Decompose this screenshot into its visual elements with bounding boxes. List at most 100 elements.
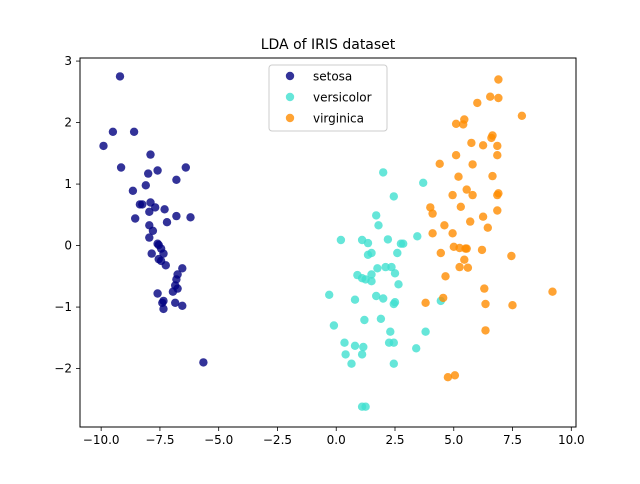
x-tick-label: 0.0 (327, 433, 346, 447)
y-tick-label: 2 (64, 116, 72, 130)
data-point-virginica (462, 185, 471, 194)
data-point-virginica (461, 244, 470, 253)
data-point-virginica (507, 251, 516, 261)
x-tick-label: −10.0 (83, 433, 120, 447)
data-point-versicolor (350, 341, 360, 350)
data-point-versicolor (390, 269, 400, 278)
data-point-virginica (493, 190, 502, 200)
data-point-setosa (178, 301, 187, 310)
data-point-virginica (455, 262, 464, 272)
data-point-virginica (488, 171, 497, 181)
data-point-setosa (172, 175, 181, 184)
data-point-setosa (147, 249, 156, 258)
data-point-virginica (468, 160, 477, 169)
data-point-versicolor (389, 299, 398, 309)
data-point-versicolor (336, 235, 346, 245)
data-point-virginica (443, 373, 453, 382)
data-point-setosa (115, 72, 125, 81)
data-point-virginica (454, 172, 463, 181)
data-point-setosa (129, 127, 139, 136)
data-point-versicolor (363, 238, 373, 248)
x-tick-label: 5.0 (444, 433, 463, 447)
data-point-setosa (161, 261, 170, 270)
data-point-virginica (478, 212, 488, 221)
y-tick-label: −1 (54, 300, 72, 314)
data-point-virginica (450, 371, 460, 380)
data-point-setosa (172, 211, 181, 221)
data-point-versicolor (421, 327, 430, 336)
data-point-virginica (467, 138, 476, 148)
data-point-versicolor (389, 359, 398, 368)
legend-label-virginica: virginica (313, 112, 364, 126)
data-point-versicolor (412, 344, 421, 353)
data-point-versicolor (373, 264, 382, 273)
data-point-virginica (494, 75, 503, 84)
data-point-virginica (466, 217, 475, 226)
data-point-setosa (116, 163, 126, 172)
data-point-setosa (131, 214, 140, 223)
data-point-setosa (199, 358, 208, 367)
data-point-virginica (493, 151, 502, 160)
data-point-setosa (181, 163, 190, 172)
axes-frame (79, 57, 577, 428)
data-point-versicolor (372, 291, 381, 301)
y-tick-label: −2 (54, 362, 72, 376)
data-point-setosa (171, 298, 180, 307)
data-point-setosa (153, 289, 162, 298)
data-point-versicolor (413, 232, 422, 241)
data-point-virginica (428, 229, 437, 238)
data-point-virginica (493, 141, 502, 151)
data-point-setosa (162, 218, 172, 227)
legend-label-versicolor: versicolor (313, 91, 372, 105)
data-point-setosa (159, 304, 168, 314)
axes: −10.0 −7.5 −5.0 −2.5 0.0 2.5 5.0 7.5 10.0 −2 −1 0 1 2… (54, 54, 584, 447)
data-point-versicolor (357, 350, 367, 359)
data-point-virginica (548, 287, 557, 296)
data-point-versicolor (360, 315, 369, 325)
data-point-versicolor (419, 178, 428, 187)
data-point-virginica (481, 326, 490, 335)
x-tick-label: 2.5 (385, 433, 404, 447)
data-point-versicolor (340, 338, 349, 347)
x-tick-label: −2.5 (263, 433, 292, 447)
data-point-versicolor (361, 402, 370, 411)
x-tick-label: −5.0 (204, 433, 233, 447)
data-point-virginica (441, 272, 450, 281)
data-point-setosa (186, 213, 195, 222)
data-point-virginica (508, 301, 517, 310)
data-point-versicolor (329, 321, 339, 330)
data-point-versicolor (347, 359, 356, 368)
data-point-versicolor (350, 295, 360, 304)
data-point-setosa (148, 226, 158, 235)
data-point-virginica (478, 141, 488, 150)
legend-marker-versicolor (285, 92, 295, 102)
y-tick-label: 0 (64, 239, 72, 253)
data-point-virginica (493, 206, 502, 215)
legend-marker-setosa (285, 71, 295, 81)
data-point-setosa (151, 203, 160, 212)
x-tick-label: 7.5 (503, 433, 522, 447)
data-point-virginica (456, 202, 465, 211)
data-point-virginica (486, 92, 495, 101)
data-point-setosa (108, 127, 118, 136)
data-point-versicolor (383, 235, 393, 244)
data-point-setosa (128, 186, 138, 195)
legend-box (268, 64, 388, 132)
data-point-virginica (451, 119, 461, 128)
chart-title: LDA of IRIS dataset (261, 37, 396, 53)
data-point-versicolor (376, 314, 386, 323)
data-point-versicolor (372, 211, 381, 220)
data-point-setosa (141, 181, 150, 190)
data-point-virginica (483, 223, 492, 232)
data-point-virginica (421, 298, 430, 307)
data-point-versicolor (389, 192, 398, 201)
data-point-setosa (168, 287, 178, 296)
data-point-virginica (448, 229, 457, 238)
data-point-setosa (99, 141, 108, 151)
data-point-virginica (459, 120, 468, 129)
data-point-virginica (451, 151, 461, 160)
data-point-versicolor (367, 277, 376, 286)
plot-area (99, 72, 557, 411)
data-point-virginica (481, 299, 490, 309)
